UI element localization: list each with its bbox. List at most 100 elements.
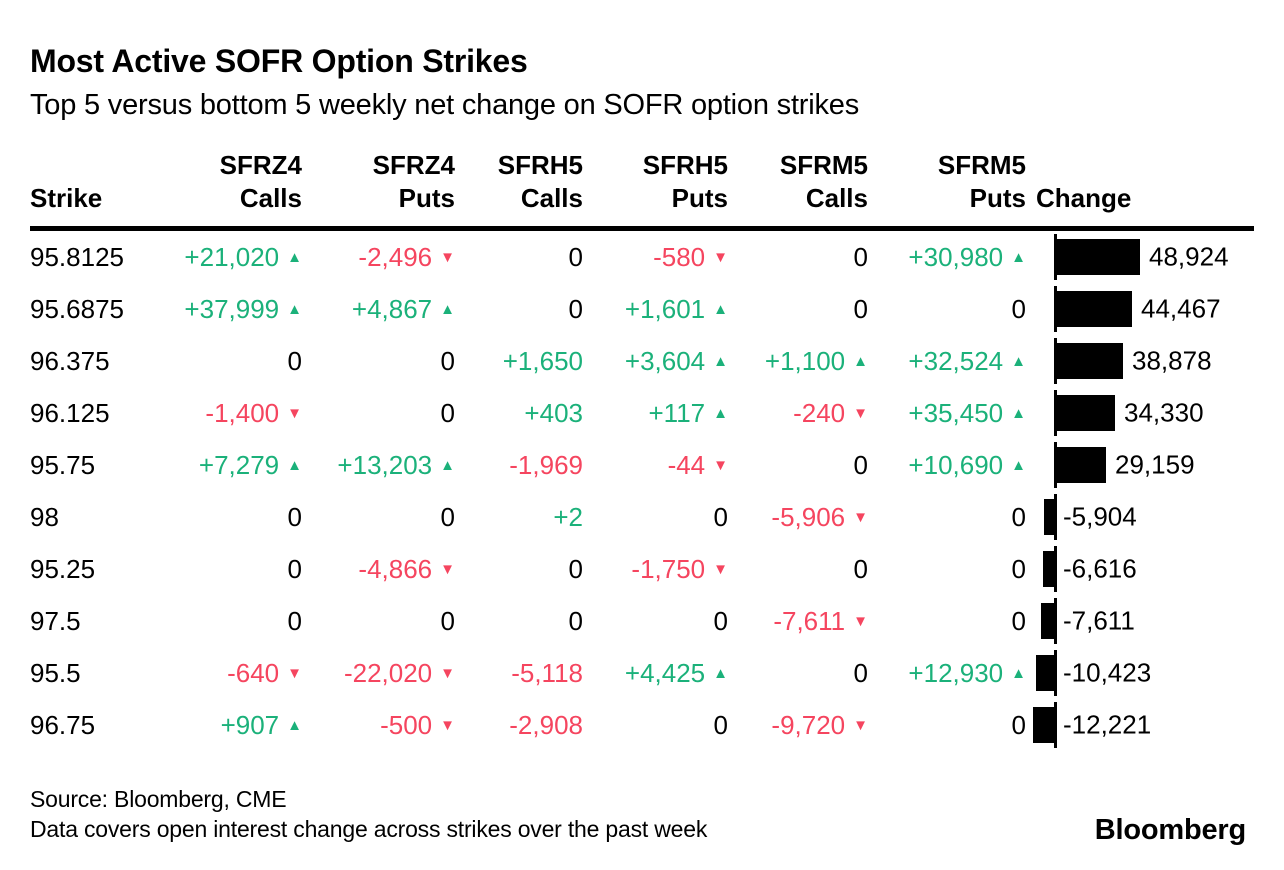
change-bar (1057, 447, 1106, 483)
up-arrow-icon: ▲ (287, 456, 302, 474)
strike-cell: 96.75 (30, 709, 96, 740)
table-row: 95.25 0 -4,866 ▼ 0 -1,750 ▼ 0 0 -6,616 (30, 543, 1254, 595)
down-arrow-icon: ▼ (853, 612, 868, 630)
net-change-value: +4,425 (624, 657, 706, 688)
value-cell: +7,279 ▲ (170, 450, 302, 481)
column-header-contract: SFRZ4 (219, 150, 302, 180)
up-arrow-icon: ▲ (1011, 456, 1026, 474)
up-arrow-icon: ▲ (1011, 664, 1026, 682)
down-arrow-icon: ▼ (440, 560, 455, 578)
up-arrow-icon: ▲ (853, 352, 868, 370)
net-change-value: +1,601 (624, 293, 706, 324)
change-cell: 29,159 (1026, 439, 1254, 491)
bar-axis-tick (1054, 286, 1057, 332)
down-arrow-icon: ▼ (713, 248, 728, 266)
value-cell: 0 (728, 294, 868, 325)
down-arrow-icon: ▼ (853, 508, 868, 526)
change-cell: -10,423 (1026, 647, 1254, 699)
footer: Source: Bloomberg, CME Data covers open … (30, 784, 1254, 844)
table-row: 95.8125 +21,020 ▲ -2,496 ▼ 0 -580 ▼ 0 +30,980 ▲ 48,… (30, 231, 1254, 283)
net-change-value: 0 (440, 501, 455, 532)
value-cell: -500 ▼ (302, 710, 455, 741)
value-cell: +3,604 ▲ (583, 346, 728, 377)
value-cell: -5,906 ▼ (728, 502, 868, 533)
net-change-value: 0 (440, 605, 455, 636)
value-cell: 0 (728, 658, 868, 689)
strike-cell: 96.375 (30, 345, 110, 376)
strike-cell: 95.6875 (30, 293, 124, 324)
value-cell: 0 (455, 554, 583, 585)
net-change-value: +13,203 (337, 449, 433, 480)
value-cell: -4,866 ▼ (302, 554, 455, 585)
value-cell: 0 (455, 606, 583, 637)
change-cell: -6,616 (1026, 543, 1254, 595)
bar-axis-tick (1054, 234, 1057, 280)
column-header-contract: SFRM5 (779, 150, 868, 180)
bar-axis-tick (1054, 650, 1057, 696)
column-header-label: Change (1036, 183, 1132, 213)
value-cell: +32,524 ▲ (868, 346, 1026, 377)
down-arrow-icon: ▼ (440, 248, 455, 266)
value-cell: 0 (302, 398, 455, 429)
column-header-label: Puts (671, 183, 728, 213)
value-cell: 0 (583, 606, 728, 637)
column-header-contract: SFRZ4 (372, 150, 455, 180)
value-cell: +10,690 ▲ (868, 450, 1026, 481)
change-bar (1041, 603, 1054, 639)
change-value-label: 44,467 (1141, 293, 1221, 324)
net-change-value: 0 (853, 293, 868, 324)
value-cell: -1,400 ▼ (170, 398, 302, 429)
column-header-sfrz4-calls: SFRZ4 Calls (170, 149, 302, 215)
up-arrow-icon: ▲ (713, 300, 728, 318)
column-header-contract: SFRH5 (497, 150, 583, 180)
bar-axis-tick (1054, 598, 1057, 644)
net-change-value: +32,524 (908, 345, 1004, 376)
net-change-value: +4,867 (351, 293, 433, 324)
net-change-value: 0 (713, 709, 728, 740)
net-change-value: -1,400 (205, 397, 280, 428)
table-row: 96.375 0 0 +1,650 +3,604 ▲ +1,100 ▲ +32,524 ▲ 38,8… (30, 335, 1254, 387)
value-cell: 0 (170, 554, 302, 585)
up-arrow-icon: ▲ (1011, 248, 1026, 266)
net-change-value: 0 (1011, 293, 1026, 324)
value-cell: 0 (868, 294, 1026, 325)
bar-axis-tick (1054, 702, 1057, 748)
value-cell: 0 (170, 606, 302, 637)
net-change-value: -500 (380, 709, 433, 740)
net-change-value: 0 (713, 605, 728, 636)
strike-cell: 96.125 (30, 397, 110, 428)
strike-cell: 98 (30, 501, 59, 532)
change-value-label: -6,616 (1063, 553, 1137, 584)
column-header-contract: SFRH5 (642, 150, 728, 180)
bar-axis-tick (1054, 494, 1057, 540)
value-cell: -240 ▼ (728, 398, 868, 429)
column-header-label: Puts (969, 183, 1026, 213)
note-text: Data covers open interest change across … (30, 816, 708, 842)
value-cell: +2 (455, 502, 583, 533)
column-header-sfrh5-calls: SFRH5 Calls (455, 149, 583, 215)
net-change-value: 0 (287, 501, 302, 532)
net-change-value: 0 (713, 501, 728, 532)
net-change-value: 0 (287, 605, 302, 636)
value-cell: +907 ▲ (170, 710, 302, 741)
strike-cell: 95.75 (30, 449, 96, 480)
chart-subtitle: Top 5 versus bottom 5 weekly net change … (30, 89, 860, 121)
value-cell: 0 (868, 502, 1026, 533)
net-change-value: +1,650 (502, 345, 583, 376)
net-change-value: 0 (1011, 501, 1026, 532)
net-change-value: +35,450 (908, 397, 1004, 428)
up-arrow-icon: ▲ (713, 404, 728, 422)
net-change-value: +117 (648, 397, 706, 428)
source-text: Source: Bloomberg, CME (30, 786, 287, 812)
change-value-label: -10,423 (1063, 657, 1152, 688)
column-header-sfrz4-puts: SFRZ4 Puts (302, 149, 455, 215)
net-change-value: -240 (793, 397, 846, 428)
down-arrow-icon: ▼ (440, 716, 455, 734)
value-cell: +30,980 ▲ (868, 242, 1026, 273)
chart-title: Most Active SOFR Option Strikes (30, 43, 528, 79)
value-cell: 0 (302, 606, 455, 637)
down-arrow-icon: ▼ (713, 456, 728, 474)
value-cell: 0 (302, 346, 455, 377)
value-cell: +1,650 (455, 346, 583, 377)
